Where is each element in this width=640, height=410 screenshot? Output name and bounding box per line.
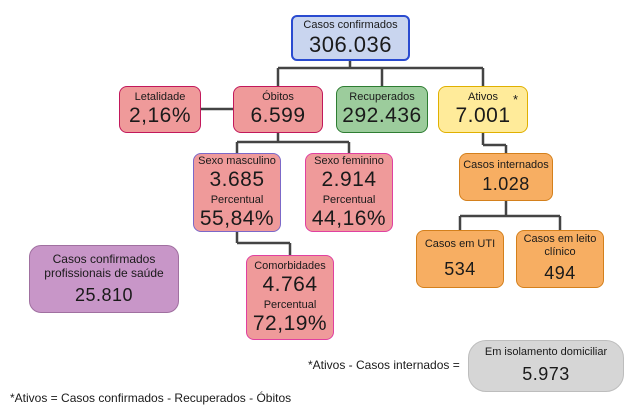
obitos-label: Óbitos bbox=[262, 91, 294, 103]
casos-leito-value: 494 bbox=[544, 263, 576, 283]
ativos-footnote-marker: * bbox=[512, 92, 518, 107]
letalidade-box: Letalidade 2,16% bbox=[119, 86, 201, 133]
casos-uti-box: Casos em UTI 534 bbox=[416, 230, 504, 288]
letalidade-value: 2,16% bbox=[128, 104, 192, 127]
casos-leito-label-line2: clínico bbox=[544, 246, 576, 258]
sexo-feminino-value: 2.914 bbox=[321, 167, 377, 191]
obitos-value: 6.599 bbox=[250, 104, 306, 127]
letalidade-label: Letalidade bbox=[134, 91, 186, 103]
profissionais-label-line2: profissionais de saúde bbox=[44, 266, 164, 280]
casos-confirmados-box: Casos confirmados 306.036 bbox=[291, 15, 410, 61]
isolamento-value: 5.973 bbox=[522, 364, 570, 384]
comorbidades-pct-label: Percentual bbox=[263, 298, 317, 311]
casos-confirmados-value: 306.036 bbox=[308, 31, 393, 57]
casos-internados-label: Casos internados bbox=[463, 158, 549, 171]
sexo-feminino-pct-label: Percentual bbox=[322, 193, 376, 206]
sexo-feminino-box: Sexo feminino 2.914 Percentual 44,16% bbox=[305, 153, 393, 232]
casos-internados-box: Casos internados 1.028 bbox=[459, 153, 553, 201]
obitos-box: Óbitos 6.599 bbox=[233, 86, 323, 133]
casos-uti-value: 534 bbox=[444, 258, 476, 279]
isolamento-domiciliar-box: Em isolamento domiciliar 5.973 bbox=[468, 340, 624, 392]
casos-leito-box: Casos em leito clínico 494 bbox=[516, 230, 604, 288]
ativos-box: * Ativos 7.001 bbox=[438, 86, 528, 133]
comorbidades-label: Comorbidades bbox=[254, 259, 326, 272]
ativos-value: 7.001 bbox=[455, 104, 511, 127]
comorbidades-pct-value: 72,19% bbox=[252, 311, 328, 335]
sexo-masculino-box: Sexo masculino 3.685 Percentual 55,84% bbox=[193, 153, 281, 232]
comorbidades-box: Comorbidades 4.764 Percentual 72,19% bbox=[246, 255, 334, 340]
sexo-feminino-label: Sexo feminino bbox=[314, 154, 384, 167]
casos-confirmados-label: Casos confirmados bbox=[303, 18, 398, 31]
ativos-minus-internados-text: *Ativos - Casos internados = bbox=[308, 358, 460, 372]
comorbidades-value: 4.764 bbox=[262, 272, 318, 296]
ativos-label: Ativos bbox=[468, 91, 498, 103]
casos-leito-label-line1: Casos em leito bbox=[523, 233, 597, 245]
recuperados-box: Recuperados 292.436 bbox=[336, 86, 428, 133]
recuperados-value: 292.436 bbox=[342, 104, 422, 127]
profissionais-value: 25.810 bbox=[74, 285, 134, 305]
sexo-masculino-pct-value: 55,84% bbox=[199, 206, 275, 230]
isolamento-label: Em isolamento domiciliar bbox=[484, 346, 608, 358]
sexo-masculino-label: Sexo masculino bbox=[198, 154, 276, 167]
casos-uti-label: Casos em UTI bbox=[424, 237, 496, 250]
profissionais-label-line1: Casos confirmados bbox=[52, 252, 156, 266]
sexo-feminino-pct-value: 44,16% bbox=[311, 206, 387, 230]
sexo-masculino-pct-label: Percentual bbox=[210, 193, 264, 206]
footnote: *Ativos = Casos confirmados - Recuperado… bbox=[10, 391, 292, 405]
casos-internados-value: 1.028 bbox=[482, 173, 530, 194]
recuperados-label: Recuperados bbox=[349, 91, 415, 103]
sexo-masculino-value: 3.685 bbox=[209, 167, 265, 191]
profissionais-saude-box: Casos confirmados profissionais de saúde… bbox=[29, 245, 179, 313]
